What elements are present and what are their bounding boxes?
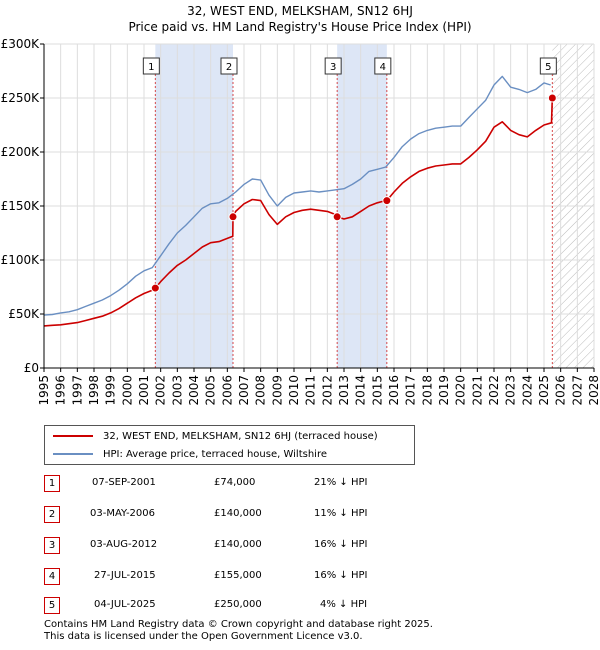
sale-price: £140,000 [214, 539, 262, 550]
x-tick-label: 2023 [504, 375, 518, 406]
x-tick-label: 2001 [137, 375, 151, 406]
x-tick-label: 2020 [454, 375, 468, 406]
chart-title-line2: Price paid vs. HM Land Registry's House … [128, 20, 472, 34]
table-row: 1 07-SEP-2001 £74,000 21% ↓ HPI [44, 474, 404, 494]
sale-hpi-diff: 16% ↓ HPI [314, 539, 368, 550]
sale-badge: 5 [44, 597, 60, 614]
x-tick-label: 1997 [70, 375, 84, 406]
sale-badge: 4 [44, 568, 60, 585]
sale-badge: 1 [44, 475, 60, 492]
sale-number-label: 3 [330, 62, 336, 73]
chart-title-line1: 32, WEST END, MELKSHAM, SN12 6HJ [187, 4, 413, 18]
legend-item-hpi: HPI: Average price, terraced house, Wilt… [53, 446, 327, 462]
x-tick-label: 2002 [154, 375, 168, 406]
sale-date: 27-JUL-2015 [94, 570, 156, 581]
legend-item-price-paid: 32, WEST END, MELKSHAM, SN12 6HJ (terrac… [53, 428, 378, 444]
legend-blue-line [53, 453, 93, 455]
table-row: 3 03-AUG-2012 £140,000 16% ↓ HPI [44, 536, 404, 556]
sale-number-box [142, 57, 160, 75]
x-tick-label: 2028 [587, 375, 600, 406]
x-tick-label: 2011 [304, 375, 318, 406]
sale-price: £74,000 [214, 477, 256, 488]
x-tick-label: 2012 [320, 375, 334, 406]
x-tick-label: 2021 [470, 375, 484, 406]
table-row: 5 04-JUL-2025 £250,000 4% ↓ HPI [44, 596, 404, 616]
sale-point [547, 93, 557, 103]
sale-point [228, 212, 238, 222]
x-tick-label: 2003 [170, 375, 184, 406]
x-tick-label: 2019 [437, 375, 451, 406]
hpi-line [43, 75, 551, 316]
x-tick-label: 1996 [54, 375, 68, 406]
sale-price: £155,000 [214, 570, 262, 581]
x-tick-label: 2018 [420, 375, 434, 406]
x-tick-label: 2024 [520, 375, 534, 406]
price-paid-line [43, 95, 555, 327]
sale-number-box [539, 57, 557, 75]
sale-point [382, 196, 392, 206]
x-tick-label: 2006 [220, 375, 234, 406]
sale-point [150, 283, 160, 293]
sale-badge: 2 [44, 506, 60, 523]
y-tick-label: £150K [1, 199, 41, 213]
sale-hpi-diff: 21% ↓ HPI [314, 477, 368, 488]
sale-number-label: 5 [545, 62, 551, 73]
sale-date: 03-AUG-2012 [90, 539, 158, 550]
sale-number-box [374, 57, 392, 75]
x-tick-label: 1998 [87, 375, 101, 406]
sale-price: £140,000 [214, 508, 262, 519]
y-tick-label: £0 [24, 361, 39, 375]
x-tick-label: 2025 [537, 375, 551, 406]
sale-hpi-diff: 16% ↓ HPI [314, 570, 368, 581]
x-tick-label: 2022 [487, 375, 501, 406]
y-tick-label: £100K [1, 253, 41, 267]
legend-red-label: 32, WEST END, MELKSHAM, SN12 6HJ (terrac… [103, 430, 378, 442]
sale-date: 07-SEP-2001 [92, 477, 156, 488]
sale-date: 04-JUL-2025 [94, 599, 156, 610]
x-tick-label: 2014 [354, 375, 368, 406]
footer: Contains HM Land Registry data © Crown c… [44, 619, 433, 643]
x-tick-label: 2007 [237, 375, 251, 406]
sale-point [332, 212, 342, 222]
sale-number-label: 2 [226, 62, 232, 73]
chart-svg: 1 2 3 4 5 £0 £50K £100K £150K £200K £250K £300K 199… [1, 37, 600, 406]
x-tick-label: 1995 [37, 375, 51, 406]
table-row: 2 03-MAY-2006 £140,000 11% ↓ HPI [44, 505, 404, 525]
x-tick-label: 2004 [187, 375, 201, 406]
y-tick-label: £200K [1, 145, 41, 159]
sale-number-box [324, 57, 342, 75]
x-tick-label: 2016 [387, 375, 401, 406]
x-tick-label: 2005 [204, 375, 218, 406]
sale-badge: 3 [44, 537, 60, 554]
legend: 32, WEST END, MELKSHAM, SN12 6HJ (terrac… [44, 425, 415, 465]
sale-date: 03-MAY-2006 [90, 508, 156, 519]
sale-hpi-diff: 4% ↓ HPI [320, 599, 368, 610]
x-tick-label: 2017 [404, 375, 418, 406]
x-tick-label: 1999 [104, 375, 118, 406]
y-tick-label: £300K [1, 37, 41, 51]
footer-line1: Contains HM Land Registry data © Crown c… [44, 619, 433, 630]
sale-price: £250,000 [214, 599, 262, 610]
y-tick-label: £250K [1, 91, 41, 105]
x-tick-label: 2026 [554, 375, 568, 406]
legend-red-line [53, 435, 93, 437]
footer-line2: This data is licensed under the Open Gov… [44, 631, 363, 642]
table-row: 4 27-JUL-2015 £155,000 16% ↓ HPI [44, 567, 404, 587]
sale-number-label: 4 [380, 62, 386, 73]
sale-number-label: 1 [148, 62, 154, 73]
x-tick-label: 2010 [287, 375, 301, 406]
legend-blue-label: HPI: Average price, terraced house, Wilt… [103, 448, 327, 460]
sale-hpi-diff: 11% ↓ HPI [314, 508, 368, 519]
sale-number-box [220, 57, 238, 75]
x-tick-label: 2027 [570, 375, 584, 406]
y-tick-label: £50K [8, 307, 40, 321]
x-tick-label: 2009 [270, 375, 284, 406]
x-tick-label: 2000 [120, 375, 134, 406]
x-tick-label: 2013 [337, 375, 351, 406]
x-tick-label: 2015 [370, 375, 384, 406]
x-tick-label: 2008 [254, 375, 268, 406]
